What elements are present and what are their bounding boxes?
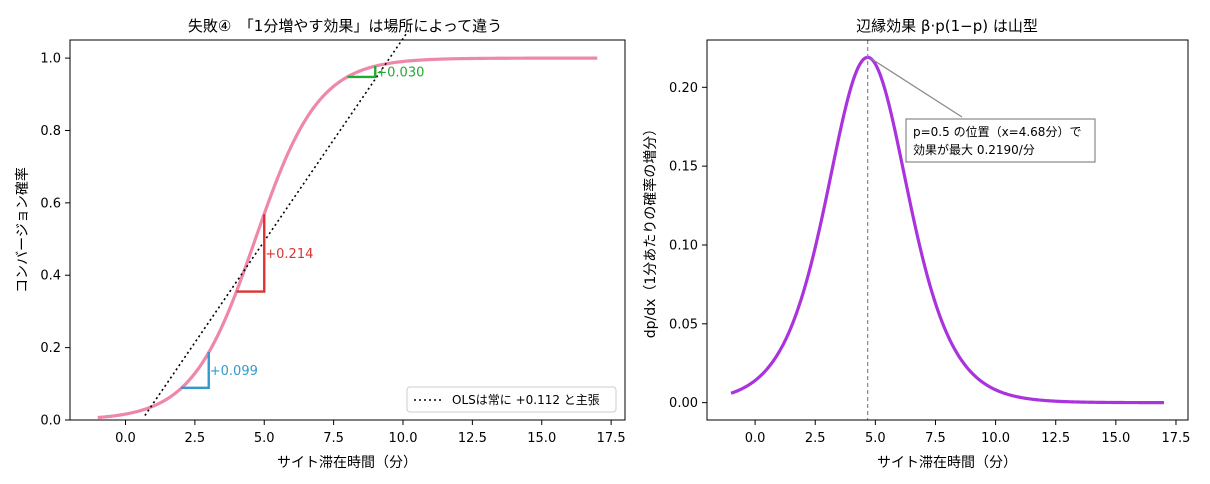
left-chart: 失敗④ 「1分増やす効果」は場所によって違う +0.099 +0.214 +0.03… [14, 17, 626, 471]
step-marker [181, 351, 210, 389]
left-chart-title: 失敗④ 「1分増やす効果」は場所によって違う [188, 17, 502, 35]
legend-box [406, 386, 617, 413]
right-x-axis-title: サイト滞在時間（分） [877, 455, 1017, 471]
right-chart: 辺縁効果 β·p(1−p) は山型 0.0 2.5 5.0 7.5 10.0 12.5 15… [642, 17, 1190, 471]
x-tick-label: 12.5 [458, 431, 487, 446]
x-tick-label: 17.5 [597, 431, 626, 446]
annotation-line-1: p=0.5 の位置（x=4.68分）で [913, 124, 1081, 139]
x-tick-label: 5.0 [254, 431, 275, 446]
left-legend: OLSは常に +0.112 と主張 [406, 386, 617, 413]
x-tick-label: 10.0 [389, 431, 418, 446]
x-tick-label: 2.5 [185, 431, 206, 446]
y-tick-label: 0.00 [669, 396, 698, 411]
peak-arrow [870, 57, 963, 118]
annotation-line-2: 効果が最大 0.2190/分 [913, 142, 1035, 157]
legend-ols-label: OLSは常に +0.112 と主張 [452, 393, 600, 407]
right-plot-frame [706, 39, 1189, 421]
x-tick-label: 0.0 [115, 431, 136, 446]
y-tick-label: 0.6 [40, 196, 61, 211]
x-tick-label: 2.5 [805, 431, 826, 446]
logistic-curve [97, 56, 598, 420]
step-label: +0.099 [210, 364, 258, 379]
annotation-box [905, 118, 1096, 163]
x-tick-label: 0.0 [745, 431, 766, 446]
x-tick-label: 15.0 [527, 431, 556, 446]
right-chart-title: 辺縁効果 β·p(1−p) は山型 [856, 17, 1038, 35]
left-y-axis-title: コンバージョン確率 [14, 167, 31, 293]
left-x-axis-title: サイト滞在時間（分） [277, 455, 417, 471]
y-tick-label: 0.4 [40, 269, 61, 284]
x-tick-label: 5.0 [865, 431, 886, 446]
left-x-axis: 0.0 2.5 5.0 7.5 10.0 12.5 15.0 17.5 [115, 420, 626, 446]
x-tick-label: 10.0 [981, 431, 1010, 446]
y-tick-label: 0.2 [40, 341, 61, 356]
step-marker [236, 214, 266, 293]
x-tick-label: 12.5 [1041, 431, 1070, 446]
right-plot-area [730, 40, 1164, 420]
y-tick-label: 0.0 [40, 414, 61, 429]
left-y-axis: 0.0 0.2 0.4 0.6 0.8 1.0 [40, 52, 70, 429]
right-x-axis: 0.0 2.5 5.0 7.5 10.0 12.5 15.0 17.5 [745, 420, 1190, 446]
y-tick-label: 0.10 [669, 238, 698, 253]
peak-annotation: p=0.5 の位置（x=4.68分）で 効果が最大 0.2190/分 [905, 118, 1096, 163]
x-tick-label: 15.0 [1101, 431, 1130, 446]
right-y-axis-title: dp/dx（1分あたりの確率の増分） [642, 122, 659, 339]
left-plot-area: +0.099 +0.214 +0.030 [97, 29, 598, 420]
y-tick-label: 0.8 [40, 124, 61, 139]
x-tick-label: 17.5 [1161, 431, 1190, 446]
step-label: +0.214 [265, 247, 313, 262]
step-label: +0.030 [376, 65, 424, 80]
y-tick-label: 0.05 [669, 317, 698, 332]
marginal-effect-curve [730, 55, 1164, 405]
ols-line [144, 29, 410, 416]
x-tick-label: 7.5 [925, 431, 946, 446]
y-tick-label: 0.15 [669, 160, 698, 175]
step-marker [347, 66, 377, 79]
y-tick-label: 0.20 [669, 81, 698, 96]
left-plot-frame [69, 39, 626, 421]
y-tick-label: 1.0 [40, 52, 61, 67]
right-y-axis: 0.00 0.05 0.10 0.15 0.20 [669, 81, 707, 411]
x-tick-label: 7.5 [323, 431, 344, 446]
